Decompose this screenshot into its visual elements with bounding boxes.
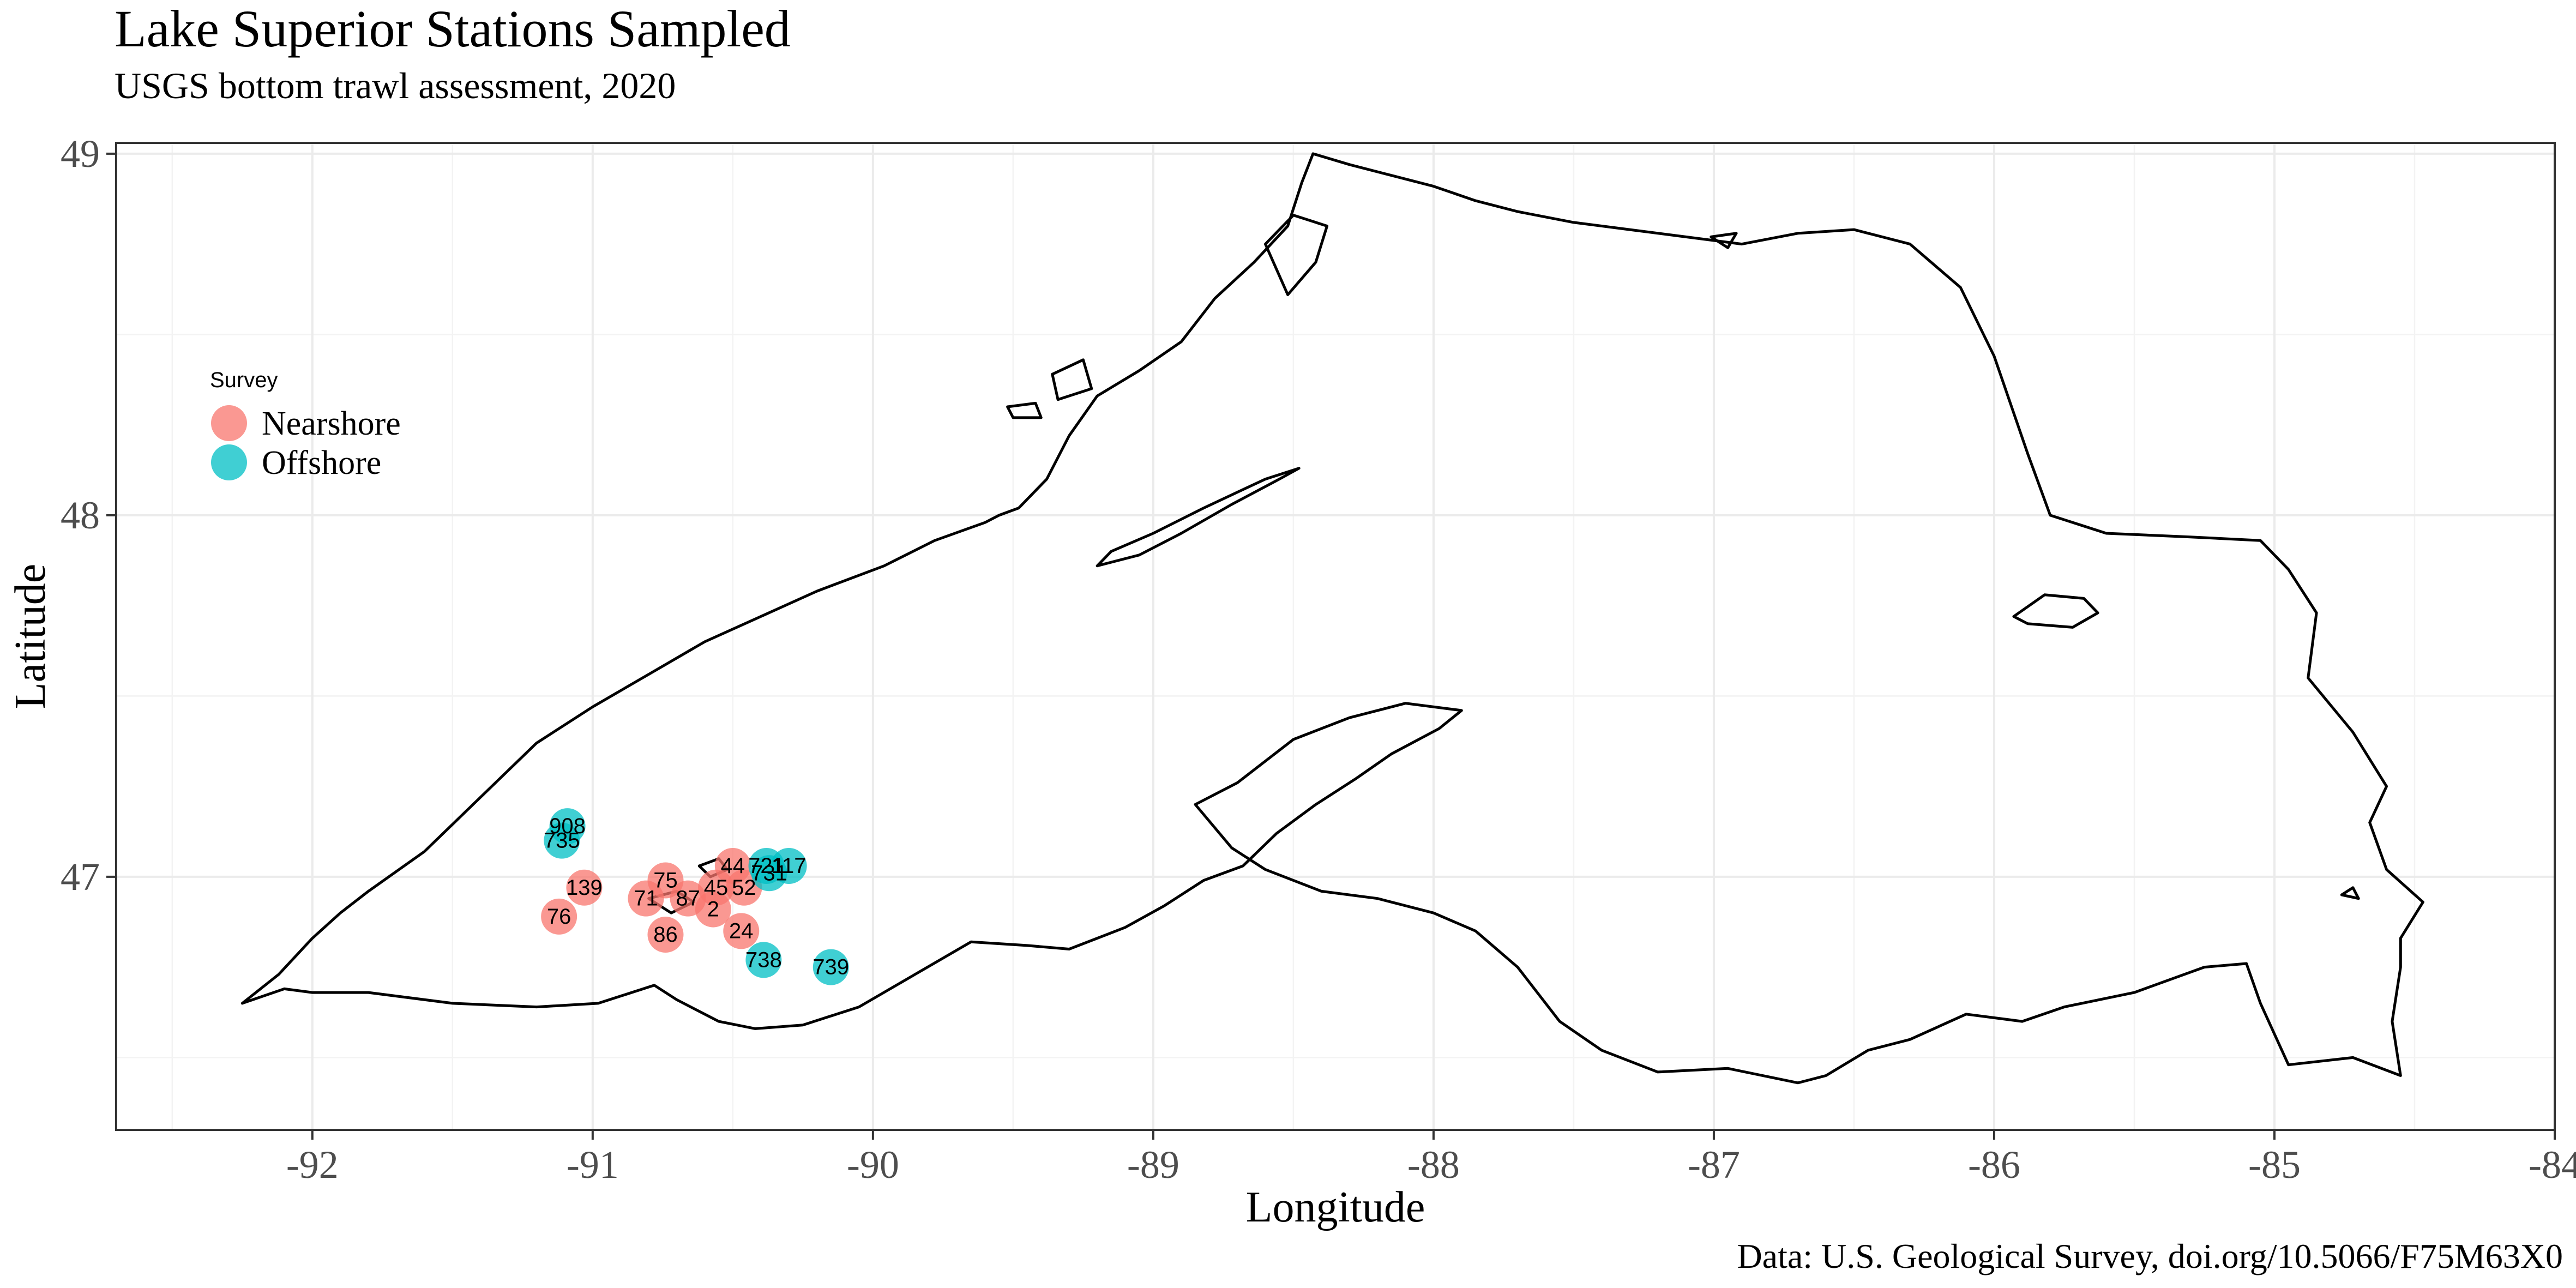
station-point-nearshore[interactable] bbox=[723, 913, 760, 949]
island-outline bbox=[1710, 232, 1738, 249]
station-label: 45 bbox=[704, 876, 729, 900]
station-point-offshore[interactable] bbox=[751, 855, 787, 892]
grid-minor bbox=[116, 143, 2555, 1130]
plot-border bbox=[115, 142, 2556, 1131]
station-point-offshore[interactable] bbox=[812, 949, 849, 985]
station-point-nearshore[interactable] bbox=[647, 916, 684, 953]
x-tick-label: -90 bbox=[847, 1143, 899, 1187]
legend-swatch-nearshore bbox=[211, 405, 247, 441]
station-label: 721 bbox=[748, 854, 785, 878]
map-subtitle: USGS bottom trawl assessment, 2020 bbox=[115, 65, 676, 106]
y-tick-label: 49 bbox=[61, 132, 100, 176]
station-label: 735 bbox=[544, 829, 580, 853]
station-point-offshore[interactable] bbox=[745, 942, 782, 978]
legend-title: Survey bbox=[210, 368, 278, 392]
station-label: 738 bbox=[745, 948, 782, 972]
station-label: 117 bbox=[772, 854, 806, 878]
x-tick-label: -86 bbox=[1968, 1143, 2020, 1187]
station-label: 139 bbox=[566, 876, 603, 900]
y-tick-label: 47 bbox=[61, 855, 100, 899]
island-outline bbox=[1051, 358, 1093, 401]
station-point-nearshore[interactable] bbox=[628, 880, 664, 917]
x-axis-title: Longitude bbox=[1246, 1183, 1425, 1231]
station-point-nearshore[interactable] bbox=[695, 891, 731, 928]
map-title: Lake Superior Stations Sampled bbox=[115, 0, 791, 58]
legend-label-nearshore: Nearshore bbox=[262, 405, 401, 442]
lake-shoreline bbox=[240, 152, 2424, 1085]
legend: Survey Nearshore Offshore bbox=[210, 368, 401, 482]
station-label: 87 bbox=[676, 887, 700, 911]
x-tick-label: -89 bbox=[1127, 1143, 1179, 1187]
island-outline bbox=[1264, 214, 1329, 296]
legend-label-offshore: Offshore bbox=[262, 444, 381, 482]
plot-panel bbox=[116, 143, 2555, 1130]
station-label: 739 bbox=[812, 955, 849, 979]
station-label: 44 bbox=[721, 854, 745, 878]
station-label: 24 bbox=[729, 919, 754, 943]
legend-swatch-offshore bbox=[211, 444, 247, 480]
station-label: 731 bbox=[751, 861, 787, 885]
y-axis-title: Latitude bbox=[7, 564, 55, 709]
station-label: 75 bbox=[653, 869, 678, 893]
station-point-nearshore[interactable] bbox=[566, 869, 603, 906]
island-outline bbox=[1096, 467, 1301, 568]
station-label: 908 bbox=[549, 814, 586, 838]
island-outline bbox=[2012, 593, 2099, 629]
station-point-nearshore[interactable] bbox=[541, 898, 577, 935]
x-tick-label: -88 bbox=[1407, 1143, 1460, 1187]
station-label: 52 bbox=[732, 876, 756, 900]
y-tick-label: 48 bbox=[61, 493, 100, 537]
x-tick-label: -84 bbox=[2529, 1143, 2576, 1187]
x-tick-label: -91 bbox=[567, 1143, 619, 1187]
station-label: 86 bbox=[653, 923, 678, 947]
island-outline bbox=[2340, 886, 2360, 900]
data-source-caption: Data: U.S. Geological Survey, doi.org/10… bbox=[1737, 1237, 2563, 1275]
station-label: 76 bbox=[547, 905, 571, 929]
y-axis-ticks: 47 48 49 bbox=[61, 132, 116, 899]
x-tick-label: -85 bbox=[2248, 1143, 2301, 1187]
station-label: 2 bbox=[707, 898, 719, 922]
island-outline bbox=[1006, 401, 1043, 419]
station-label: 71 bbox=[634, 887, 658, 911]
lake-superior-outline bbox=[240, 152, 2424, 1085]
station-point-offshore[interactable] bbox=[544, 822, 580, 859]
x-axis-ticks: -92 -91 -90 -89 -88 -87 -86 -85 -84 bbox=[286, 1130, 2576, 1187]
x-tick-label: -92 bbox=[286, 1143, 339, 1187]
x-tick-label: -87 bbox=[1688, 1143, 1740, 1187]
